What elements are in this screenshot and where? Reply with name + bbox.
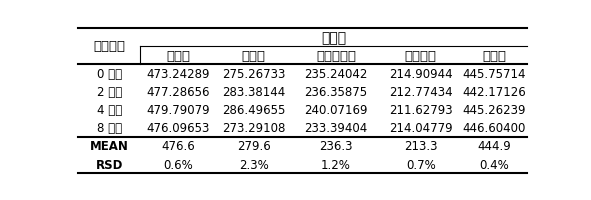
Text: 442.17126: 442.17126 [462, 85, 526, 98]
Text: 477.28656: 477.28656 [147, 85, 210, 98]
Text: 8 小时: 8 小时 [97, 122, 122, 135]
Text: MEAN: MEAN [90, 140, 129, 153]
Text: 445.75714: 445.75714 [462, 67, 526, 80]
Text: 473.24289: 473.24289 [147, 67, 210, 80]
Text: 444.9: 444.9 [478, 140, 511, 153]
Text: 0.4%: 0.4% [479, 158, 509, 171]
Text: 峰面积: 峰面积 [322, 31, 346, 45]
Text: 211.62793: 211.62793 [389, 104, 453, 117]
Text: 2 小时: 2 小时 [97, 85, 122, 98]
Text: 1.2%: 1.2% [321, 158, 351, 171]
Text: 240.07169: 240.07169 [304, 104, 368, 117]
Text: 亮氨酸: 亮氨酸 [482, 49, 506, 62]
Text: 缩氨酸: 缩氨酸 [242, 49, 265, 62]
Text: 0.7%: 0.7% [406, 158, 436, 171]
Text: 283.38144: 283.38144 [222, 85, 285, 98]
Text: 4 小时: 4 小时 [97, 104, 122, 117]
Text: 236.3: 236.3 [319, 140, 353, 153]
Text: 盐酸赖氨酸: 盐酸赖氨酸 [316, 49, 356, 62]
Text: 时间间隔: 时间间隔 [93, 40, 125, 53]
Text: 476.6: 476.6 [161, 140, 195, 153]
Text: 273.29108: 273.29108 [222, 122, 285, 135]
Text: 212.77434: 212.77434 [389, 85, 453, 98]
Text: 214.04779: 214.04779 [389, 122, 453, 135]
Text: 214.90944: 214.90944 [389, 67, 453, 80]
Text: RSD: RSD [96, 158, 123, 171]
Text: 213.3: 213.3 [404, 140, 437, 153]
Text: 2.3%: 2.3% [239, 158, 268, 171]
Text: 异亮氨酸: 异亮氨酸 [405, 49, 437, 62]
Text: 275.26733: 275.26733 [222, 67, 285, 80]
Text: 0 小时: 0 小时 [97, 67, 122, 80]
Text: 235.24042: 235.24042 [304, 67, 368, 80]
Text: 476.09653: 476.09653 [147, 122, 210, 135]
Text: 0.6%: 0.6% [163, 158, 193, 171]
Text: 286.49655: 286.49655 [222, 104, 285, 117]
Text: 279.6: 279.6 [237, 140, 271, 153]
Text: 236.35875: 236.35875 [304, 85, 368, 98]
Text: 445.26239: 445.26239 [462, 104, 526, 117]
Text: 446.60400: 446.60400 [462, 122, 526, 135]
Text: 479.79079: 479.79079 [146, 104, 210, 117]
Text: 233.39404: 233.39404 [304, 122, 368, 135]
Text: 丙氨酸: 丙氨酸 [166, 49, 190, 62]
